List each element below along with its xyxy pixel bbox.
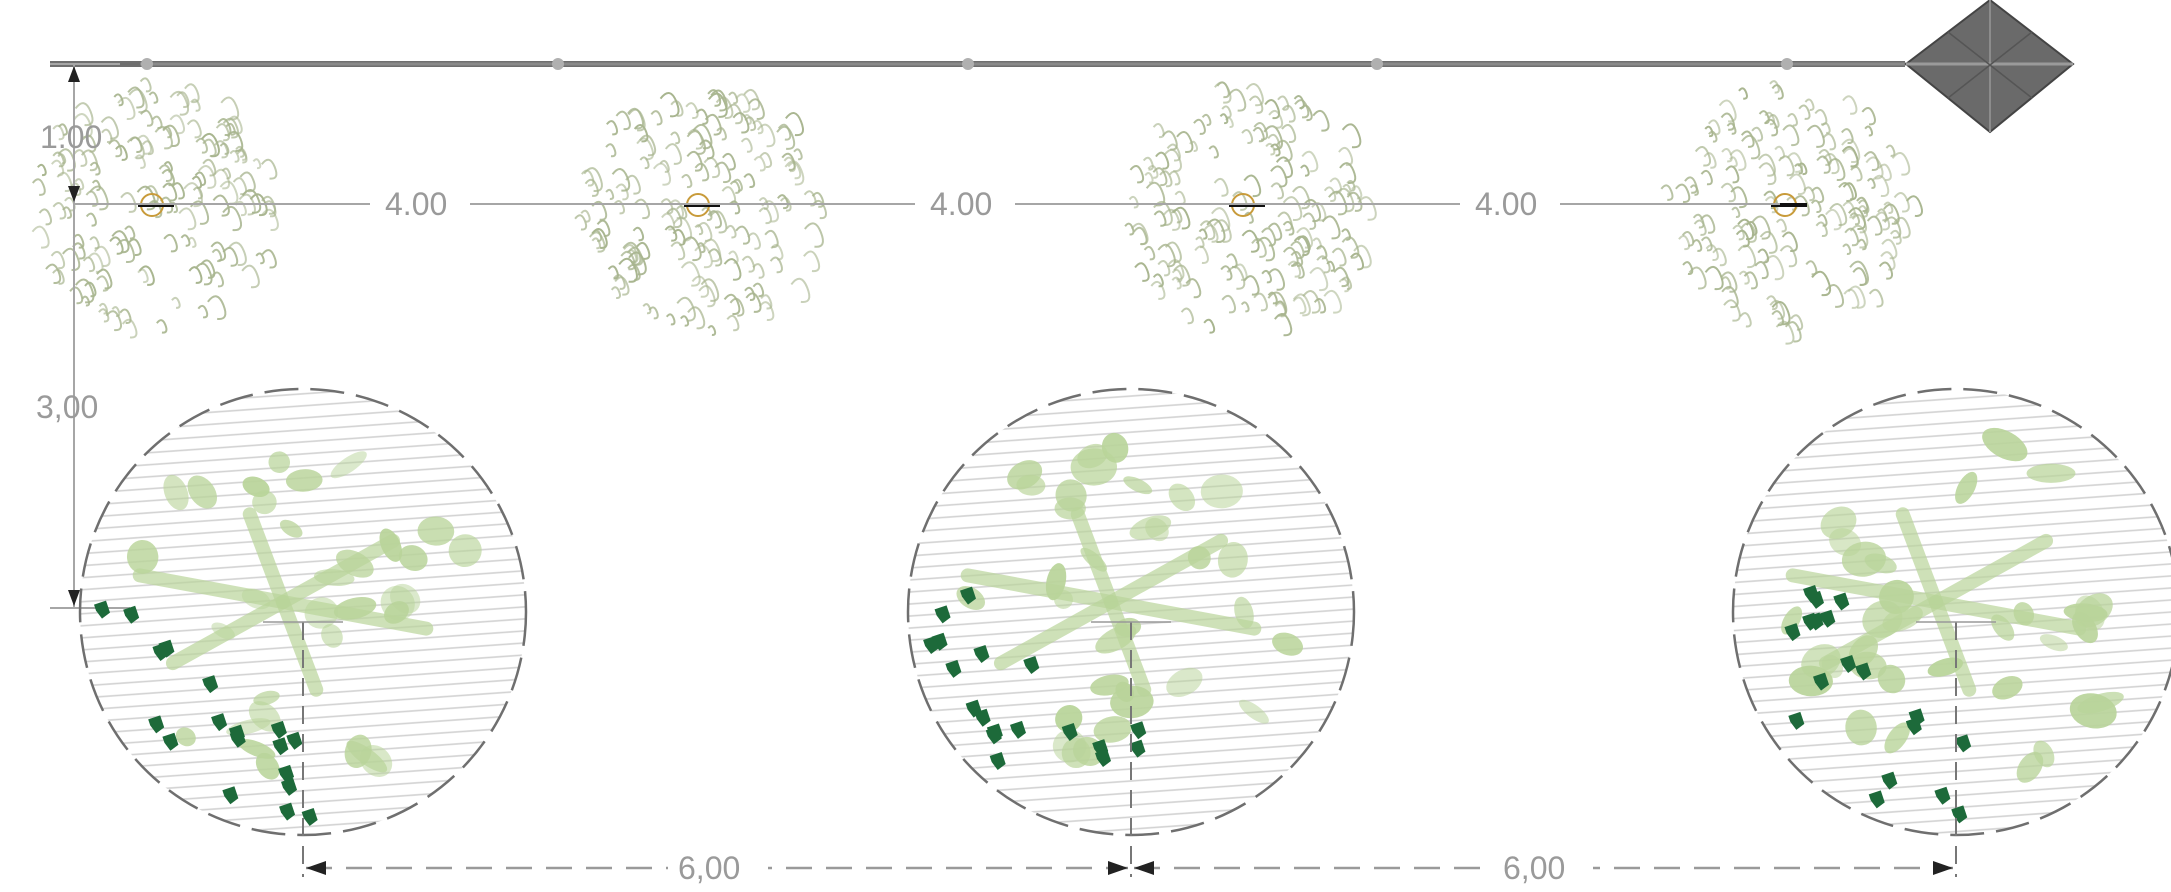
planting-bed-row — [78, 387, 2171, 877]
row-offset-label: 3,00 — [36, 389, 98, 425]
tree-row — [31, 77, 1924, 345]
bed-spacing-label-1: 6,00 — [678, 850, 740, 886]
bed-spacing-dimensions: 6,00 6,00 — [306, 846, 1953, 886]
tree-symbol — [1124, 81, 1377, 337]
setback-label: 1.00 — [40, 119, 102, 155]
planting-bed — [906, 387, 1356, 877]
tree-symbol — [574, 88, 827, 336]
dimension-setback: 1.00 — [40, 63, 120, 204]
dimension-row-offset: 3,00 — [36, 204, 130, 609]
tree-symbol — [1660, 80, 1924, 345]
tree-spacing-label-2: 4.00 — [930, 186, 992, 222]
bed-spacing-label-2: 6,00 — [1503, 850, 1565, 886]
planting-bed — [1731, 387, 2171, 877]
diamond-marker — [1904, 0, 2075, 134]
tree-spacing-label-1: 4.00 — [385, 186, 447, 222]
tree-symbol — [31, 77, 279, 339]
tree-spacing-dimensions: 4.00 4.00 4.00 — [74, 186, 1780, 222]
tree-spacing-label-3: 4.00 — [1475, 186, 1537, 222]
edge-line — [50, 58, 2070, 70]
planting-bed — [78, 387, 528, 877]
